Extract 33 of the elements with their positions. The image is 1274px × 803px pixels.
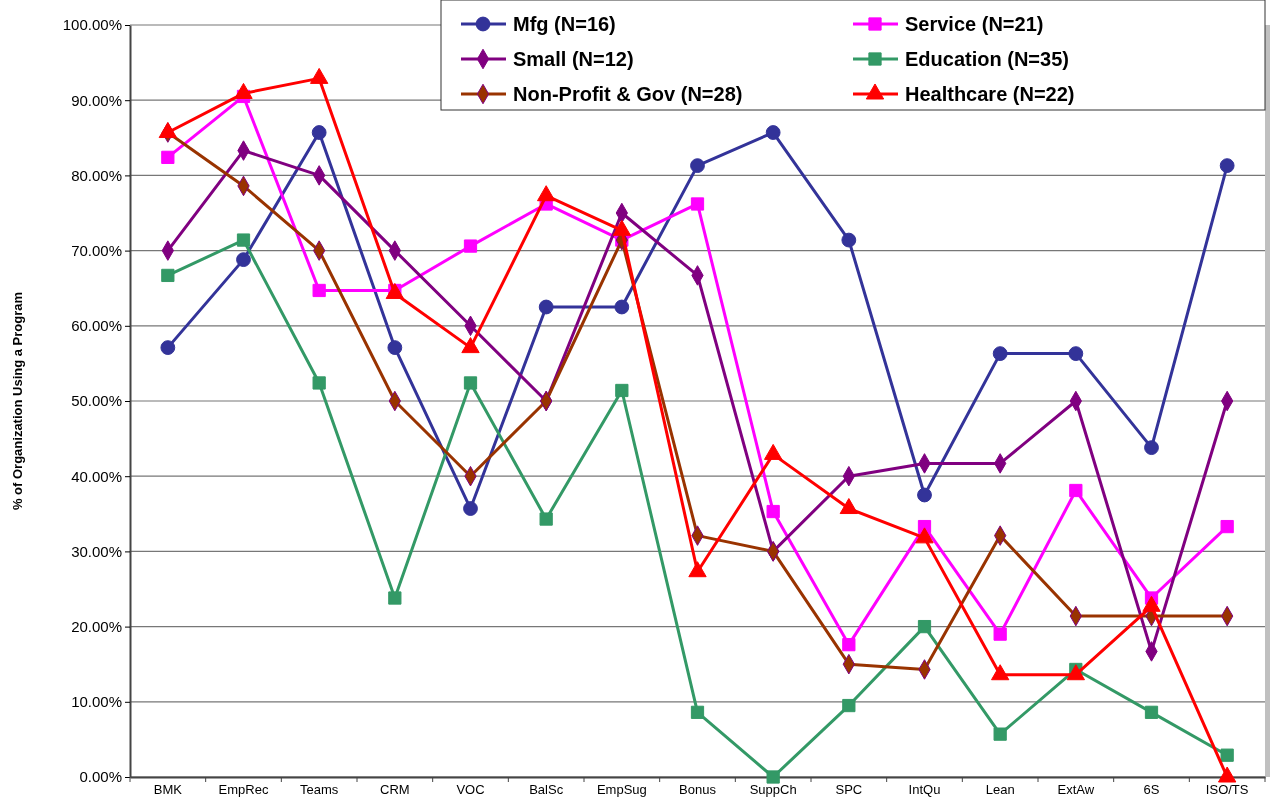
legend-label: Education (N=35)	[905, 48, 1069, 70]
x-tick-label: EmpRec	[218, 782, 269, 798]
x-tick-label: 6S	[1143, 782, 1160, 798]
x-tick-label: VOC	[456, 782, 485, 798]
y-tick-label: 80.00%	[71, 166, 122, 184]
x-tick-label: ISO/TS	[1205, 782, 1249, 798]
y-tick-label: 60.00%	[71, 317, 122, 335]
legend-label: Service (N=21)	[905, 13, 1044, 35]
x-tick-label: SPC	[835, 782, 863, 798]
y-tick-label: 40.00%	[71, 467, 122, 485]
x-tick-label: ExtAw	[1057, 782, 1095, 798]
x-tick-label: BMK	[153, 782, 183, 798]
x-tick-label: Lean	[985, 782, 1015, 798]
y-tick-label: 70.00%	[71, 241, 122, 259]
x-tick-label: SuppCh	[749, 782, 797, 798]
y-tick-label: 90.00%	[71, 91, 122, 109]
x-tick-label: Teams	[300, 782, 339, 798]
x-tick-label: EmpSug	[596, 782, 647, 798]
y-tick-label: 10.00%	[71, 693, 122, 711]
legend-label: Non-Profit & Gov (N=28)	[513, 83, 743, 105]
y-tick-label: 30.00%	[71, 542, 122, 560]
y-tick-label: 100.00%	[62, 16, 122, 34]
y-tick-label: 20.00%	[71, 617, 122, 635]
legend-label: Mfg (N=16)	[513, 13, 616, 35]
y-tick-label: 0.00%	[79, 768, 122, 786]
legend-label: Healthcare (N=22)	[905, 83, 1075, 105]
x-tick-label: BalSc	[529, 782, 564, 798]
legend-label: Small (N=12)	[513, 48, 634, 70]
x-tick-label: CRM	[380, 782, 410, 798]
x-tick-label: IntQu	[908, 782, 941, 798]
x-tick-label: Bonus	[679, 782, 717, 798]
y-tick-label: 50.00%	[71, 392, 122, 410]
y-axis-title: % of Organization Using a Program	[10, 291, 25, 511]
